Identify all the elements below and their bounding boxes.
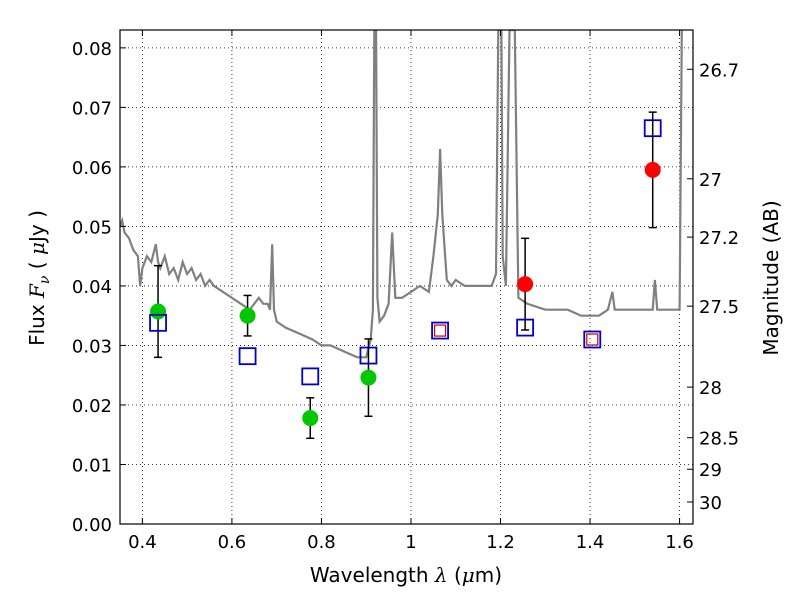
- right-tick-label: 27.2: [699, 228, 739, 249]
- model-box: [431, 321, 449, 340]
- x-tick-label: 0.8: [307, 532, 336, 553]
- right-tick-label: 26.7: [699, 60, 739, 81]
- model-box: [643, 119, 662, 138]
- observed-point: [150, 303, 167, 320]
- observed-point: [360, 369, 377, 386]
- observed-point: [517, 276, 534, 293]
- x-tick-label: 1: [405, 532, 416, 553]
- grid-lines: [120, 30, 693, 524]
- data-markers: [149, 119, 662, 427]
- observed-point: [239, 307, 256, 324]
- right-tick-label: 29: [699, 460, 722, 481]
- y-tick-label: 0.08: [72, 39, 112, 60]
- right-axis-label: Magnitude (AB): [759, 200, 783, 355]
- plot-frame: [119, 29, 694, 525]
- y-axis-ticks: 0.00 0.01 0.02 0.03 0.04 0.05 0.06 0.07 0.08: [72, 39, 126, 536]
- y-tick-label: 0.04: [72, 277, 112, 298]
- right-tick-label: 30: [699, 493, 722, 514]
- y-tick-label: 0.00: [72, 515, 112, 536]
- model-box: [149, 313, 167, 332]
- right-tick-label: 28: [699, 378, 722, 399]
- model-box: [359, 346, 378, 365]
- x-tick-label: 1.4: [576, 532, 605, 553]
- x-tick-label: 0.6: [218, 532, 247, 553]
- sed-line: [120, 30, 683, 359]
- x-tick-label: 1.2: [486, 532, 515, 553]
- y-tick-label: 0.06: [72, 158, 112, 179]
- x-axis-ticks: 0.4 0.6 0.8 1 1.2 1.4 1.6: [128, 30, 694, 553]
- right-tick-label: 27.5: [699, 297, 739, 318]
- x-tick-label: 1.6: [665, 532, 694, 553]
- error-bars: [154, 111, 657, 440]
- y-axis-label: Flux Fν ( μJy ): [25, 210, 53, 346]
- y-tick-label: 0.05: [72, 217, 112, 238]
- right-tick-label: 28.5: [699, 429, 739, 450]
- x-axis-label: Wavelength λ (μm): [310, 563, 502, 587]
- y-tick-label: 0.02: [72, 396, 112, 417]
- y-tick-label: 0.01: [72, 455, 112, 476]
- model-box-inner: [586, 333, 599, 346]
- sed-curve: [120, 30, 683, 359]
- x-tick-label: 0.4: [128, 532, 157, 553]
- model-box: [301, 367, 320, 386]
- observed-point: [644, 161, 661, 178]
- right-axis-ticks: 26.7 27 27.2 27.5 28 28.5 29 30: [687, 60, 739, 514]
- model-box-inner: [433, 324, 447, 337]
- model-box: [238, 347, 257, 366]
- right-tick-label: 27: [699, 170, 722, 191]
- model-box: [516, 318, 535, 337]
- observed-point: [302, 410, 319, 427]
- model-box: [583, 330, 602, 349]
- y-tick-label: 0.03: [72, 336, 112, 357]
- y-tick-label: 0.07: [72, 98, 112, 119]
